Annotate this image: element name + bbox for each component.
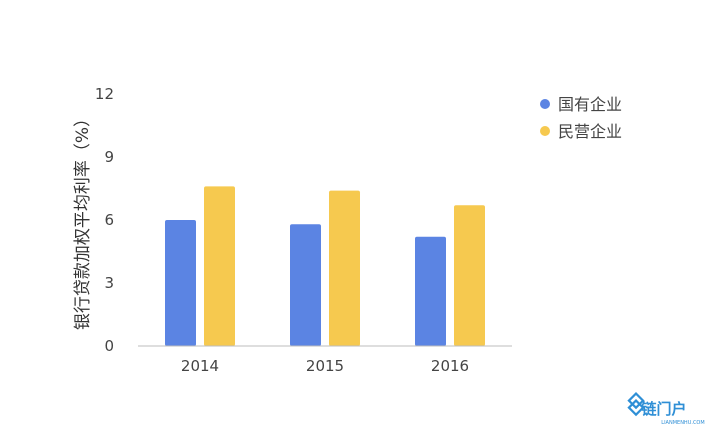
legend-marker-series-2: [540, 126, 550, 136]
y-axis-title: 银行贷款加权平均利率（%）: [73, 110, 93, 330]
bar-2015-series-2: [329, 190, 360, 346]
y-tick-label: 6: [104, 211, 114, 229]
bar-2016-series-1: [415, 236, 446, 346]
x-tick-label: 2015: [306, 357, 344, 375]
y-tick-label: 12: [95, 85, 114, 103]
watermark-subtext: LIANMENHU.COM: [661, 420, 704, 426]
watermark-text: 链门户: [641, 400, 686, 418]
bar-2015-series-1: [290, 224, 321, 346]
y-tick-label: 9: [104, 148, 114, 166]
legend-label-series-1: 国有企业: [558, 95, 622, 114]
legend: 国有企业 民营企业: [540, 95, 622, 141]
x-tick-label: 2016: [431, 357, 469, 375]
x-tick-label: 2014: [181, 357, 219, 375]
bar-2014-series-2: [204, 186, 235, 346]
y-tick-labels: 0 3 6 9 12: [95, 85, 114, 355]
bar-2014-series-1: [165, 220, 196, 346]
watermark-logo: 链门户 LIANMENHU.COM: [627, 391, 705, 426]
chain-link-icon: [627, 391, 645, 417]
bar-2016-series-2: [454, 205, 485, 346]
y-tick-label: 0: [104, 337, 114, 355]
bars-group: [165, 186, 485, 346]
legend-label-series-2: 民营企业: [558, 122, 622, 141]
legend-marker-series-1: [540, 99, 550, 109]
y-tick-label: 3: [104, 274, 114, 292]
x-tick-labels: 2014 2015 2016: [181, 357, 469, 375]
